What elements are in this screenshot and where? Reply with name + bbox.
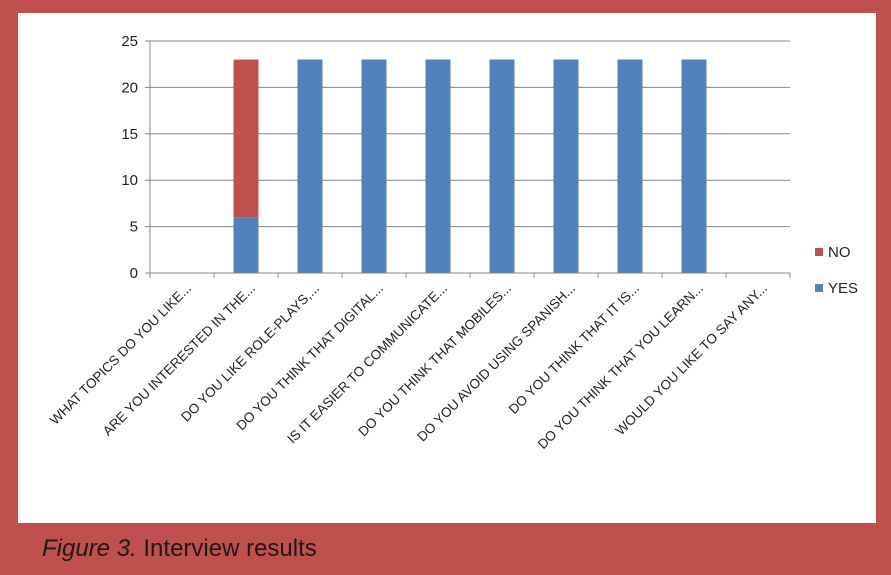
figure-label: Figure 3. bbox=[42, 535, 137, 562]
x-category-label: WHAT TOPICS DO YOU LIKE... bbox=[47, 281, 194, 428]
bar-no bbox=[233, 59, 259, 218]
bar-yes bbox=[553, 59, 579, 274]
y-tick-label: 25 bbox=[121, 33, 138, 50]
x-category-label: DO YOU LIKE ROLE-PLAYS,... bbox=[178, 281, 322, 425]
bar-yes bbox=[233, 217, 259, 273]
x-category-label: DO YOU THINK THAT IT IS... bbox=[506, 281, 642, 417]
figure-caption-text: Interview results bbox=[143, 535, 317, 562]
y-tick-label: 10 bbox=[121, 172, 138, 189]
bar-yes bbox=[681, 59, 707, 274]
bar-yes bbox=[617, 59, 643, 274]
legend-label-no: NO bbox=[828, 244, 851, 261]
bar-yes bbox=[361, 59, 387, 274]
y-tick-label: 5 bbox=[130, 219, 138, 236]
bar-yes bbox=[425, 59, 451, 274]
figure-caption: Figure 3. Interview results bbox=[42, 535, 317, 563]
legend-swatch-no bbox=[815, 248, 823, 256]
y-tick-label: 20 bbox=[121, 79, 138, 96]
legend-label-yes: YES bbox=[828, 280, 858, 297]
chart-panel: 0 5 10 15 20 25 WHAT TOPICS DO YOU LIKE... ARE… bbox=[18, 13, 876, 523]
bar-yes bbox=[297, 59, 323, 274]
y-tick-label: 0 bbox=[130, 265, 138, 282]
legend-swatch-yes bbox=[815, 284, 823, 292]
y-tick-label: 15 bbox=[121, 126, 138, 143]
bar-yes bbox=[489, 59, 515, 274]
